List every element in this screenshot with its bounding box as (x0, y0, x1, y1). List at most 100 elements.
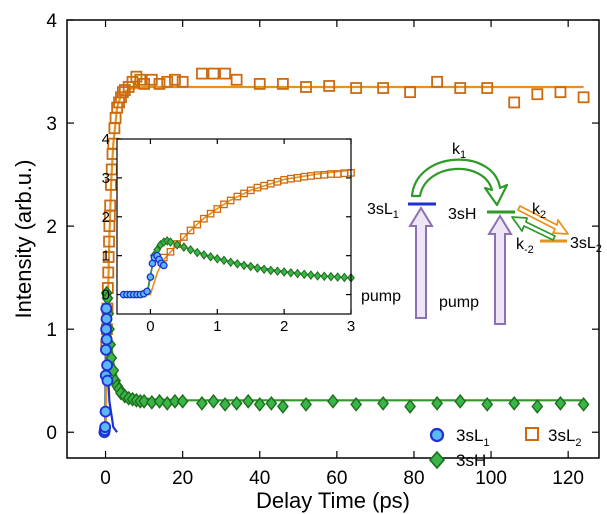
inset-y-tick-label: 2 (102, 209, 110, 226)
inset-point-3sL2 (186, 226, 195, 235)
main-point-3sL2 (554, 86, 567, 99)
main-point-3sH (138, 393, 151, 409)
main-point-3sL1 (101, 374, 114, 387)
inset-plot-background (117, 139, 351, 314)
pump-label-left: pump (361, 288, 401, 305)
inset-fit-3sL2 (120, 169, 352, 296)
main-point-3sH (531, 399, 544, 414)
legend-label-3sH: 3sH (456, 451, 486, 470)
inset-point-3sH (300, 269, 309, 280)
k1-curved-arrow (410, 158, 509, 207)
main-point-3sH (300, 397, 312, 412)
inset-point-3sL2 (206, 209, 215, 218)
legend-marker-3sL2 (525, 427, 539, 441)
main-point-3sH (508, 395, 521, 411)
main-point-3sH (404, 399, 417, 414)
inset-chart: 0 1 2 3 0 1 2 3 4 (102, 131, 356, 335)
inset-point-3sH (333, 272, 342, 282)
main-point-3sL2 (153, 77, 166, 90)
main-point-3sH (242, 393, 255, 409)
main-y-tick-label: 3 (46, 114, 57, 135)
main-point-3sL2 (103, 235, 115, 248)
inset-point-3sH (313, 271, 322, 281)
main-y-tick-label: 0 (46, 423, 57, 444)
main-x-tick-label: 0 (100, 468, 111, 489)
inset-point-3sH (213, 253, 222, 264)
inset-y-tick-label: 1 (102, 248, 110, 265)
main-point-3sL1 (101, 359, 113, 372)
inset-point-3sH (266, 265, 275, 276)
main-x-tick-label: 60 (326, 468, 347, 489)
main-point-3sL1 (100, 323, 113, 336)
main-point-3sH (230, 395, 243, 411)
inset-point-3sL1 (146, 273, 155, 281)
k-minus2-arrow (511, 216, 556, 241)
main-point-3sH (153, 393, 166, 409)
inset-x-tick-label: 0 (146, 318, 154, 335)
inset-point-3sH (273, 266, 282, 277)
k2-arrow (517, 205, 569, 235)
legend-label-3sL2: 3sL2 (548, 426, 582, 449)
inset-point-3sH (166, 237, 175, 247)
k-minus2-label: k-2 (516, 236, 534, 256)
level-3sH-label: 3sH (448, 206, 476, 223)
main-point-3sH (219, 397, 231, 412)
pump-label-right: pump (439, 294, 479, 311)
main-point-3sL2 (350, 82, 363, 94)
main-point-3sL2 (577, 91, 590, 104)
main-point-3sL2 (102, 251, 115, 263)
main-point-3sL2 (276, 77, 289, 90)
inset-point-3sH (240, 260, 248, 271)
main-point-3sL1 (100, 302, 113, 315)
inset-x-tick-label: 1 (213, 318, 221, 335)
inset-point-3sH (260, 264, 268, 275)
inset-point-3sH (186, 245, 195, 255)
main-point-3sL1 (100, 333, 113, 346)
inset-point-3sL2 (166, 247, 175, 256)
main-point-3sH (265, 395, 278, 411)
main-plot-frame (66, 19, 600, 459)
inset-point-3sH (193, 247, 202, 258)
inset-point-3sH (200, 250, 208, 260)
main-fit-3sH (102, 297, 584, 433)
main-x-tick-label: 20 (172, 468, 193, 489)
inset-point-3sL2 (213, 205, 222, 213)
inset-point-3sH (233, 259, 242, 269)
main-point-3sL2 (300, 81, 312, 93)
main-point-3sH (253, 397, 266, 412)
y-axis-title: Intensity (arb.u.) (11, 160, 36, 319)
inset-point-3sL1 (143, 287, 151, 296)
kinetic-scheme: 3sL1 3sH 3sL2 k1 k2 k-2 pump pump (361, 141, 602, 325)
inset-ticks: 0 1 2 3 0 1 2 3 4 (102, 131, 356, 335)
inset-point-3sL2 (180, 233, 188, 241)
inset-point-3sH (179, 242, 188, 252)
inset-data-points (119, 168, 355, 299)
main-x-tick-label: 40 (249, 468, 270, 489)
main-point-3sL2 (377, 82, 390, 94)
main-y-tick-label: 2 (46, 217, 57, 238)
main-y-tick-label: 4 (46, 11, 57, 32)
inset-point-3sH (220, 255, 228, 266)
main-point-3sL1 (100, 312, 113, 325)
main-point-3sH (577, 397, 590, 412)
main-point-3sH (454, 393, 467, 409)
main-point-3sL2 (130, 70, 143, 83)
inset-point-3sL2 (200, 214, 208, 223)
inset-point-3sH (253, 263, 262, 273)
main-point-3sL2 (454, 82, 467, 94)
main-point-3sL2 (531, 88, 544, 101)
inset-point-3sH (340, 272, 349, 283)
inset-y-tick-label: 4 (102, 131, 110, 148)
main-point-3sL1 (99, 421, 112, 433)
main-point-3sL2 (118, 84, 131, 96)
inset-point-3sL1 (159, 261, 168, 270)
inset-y-tick-label: 0 (102, 287, 110, 304)
main-point-3sL2 (104, 199, 117, 212)
inset-y-tick-label: 3 (102, 170, 110, 187)
inset-point-3sH (293, 268, 302, 279)
main-point-3sL1 (99, 405, 112, 418)
k2-label: k2 (532, 201, 546, 221)
main-point-3sL2 (404, 86, 417, 99)
legend-marker-3sL1 (429, 427, 445, 443)
